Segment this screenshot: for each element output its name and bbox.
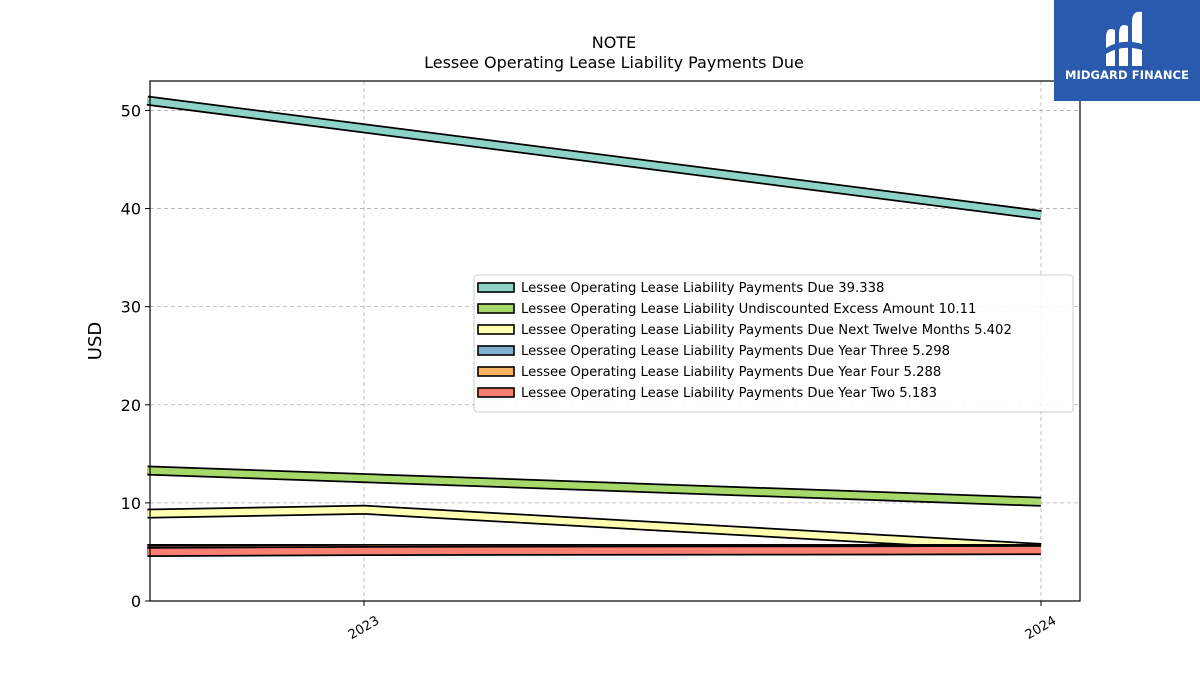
legend-swatch xyxy=(477,366,515,377)
series-layer xyxy=(146,95,1042,557)
series-line xyxy=(147,506,1042,552)
chart-title: NOTE xyxy=(592,33,636,52)
y-tick-label: 30 xyxy=(121,298,141,317)
legend-frame xyxy=(473,274,1074,413)
y-axis: 0 10 20 30 40 50 xyxy=(121,101,150,611)
y-tick-label: 20 xyxy=(121,396,141,415)
legend-label: Lessee Operating Lease Liability Payment… xyxy=(521,365,941,380)
series-line xyxy=(147,467,1042,506)
midgard-m-logo-icon xyxy=(1106,11,1142,66)
series-line xyxy=(147,546,1042,556)
legend-label: Lessee Operating Lease Liability Payment… xyxy=(521,281,884,296)
legend-label: Lessee Operating Lease Liability Undisco… xyxy=(521,302,976,317)
plot-area-frame xyxy=(149,80,1081,602)
chart-legend: Lessee Operating Lease Liability Payment… xyxy=(473,274,1074,413)
brand-name: MIDGARD FINANCE xyxy=(1064,68,1190,82)
y-tick-label: 0 xyxy=(131,592,141,611)
legend-label: Lessee Operating Lease Liability Payment… xyxy=(521,386,937,401)
y-tick-label: 40 xyxy=(121,200,141,219)
x-tick-label: 2024 xyxy=(1023,613,1059,643)
legend-swatch xyxy=(477,345,515,356)
legend-swatch xyxy=(477,303,515,314)
legend-swatch xyxy=(477,324,515,335)
series-line xyxy=(146,97,1042,219)
y-axis-label: USD xyxy=(85,322,106,360)
legend-label: Lessee Operating Lease Liability Payment… xyxy=(521,344,950,359)
y-tick-label: 50 xyxy=(121,101,141,120)
x-tick-label: 2023 xyxy=(346,613,382,643)
legend-label: Lessee Operating Lease Liability Payment… xyxy=(521,323,1012,338)
y-tick-label: 10 xyxy=(121,494,141,513)
x-axis: 2023 2024 xyxy=(346,601,1059,643)
legend-swatch xyxy=(477,387,515,398)
brand-logo: MIDGARD FINANCE xyxy=(1054,0,1200,101)
chart-subtitle: Lessee Operating Lease Liability Payment… xyxy=(424,53,804,72)
legend-swatch xyxy=(477,282,515,293)
